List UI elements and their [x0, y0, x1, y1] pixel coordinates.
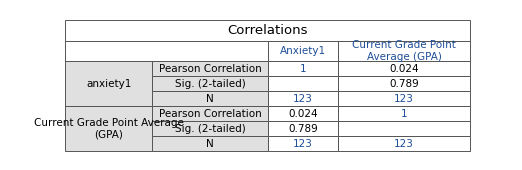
Bar: [338, 76, 470, 91]
Text: 0.024: 0.024: [288, 109, 318, 119]
Bar: [152, 91, 268, 106]
Text: Pearson Correlation: Pearson Correlation: [159, 64, 261, 73]
Text: 123: 123: [394, 139, 414, 149]
Bar: [152, 136, 268, 151]
Text: 123: 123: [293, 94, 313, 104]
Text: Sig. (2-tailed): Sig. (2-tailed): [174, 124, 245, 134]
Text: Current Grade Point Average
(GPA): Current Grade Point Average (GPA): [34, 118, 184, 140]
Bar: [338, 121, 470, 136]
Text: 123: 123: [293, 139, 313, 149]
Bar: [152, 76, 268, 91]
Bar: [65, 41, 267, 61]
Bar: [267, 121, 338, 136]
Text: 1: 1: [401, 109, 407, 119]
Bar: [338, 61, 470, 76]
Text: 0.789: 0.789: [288, 124, 318, 134]
Text: anxiety1: anxiety1: [86, 79, 132, 89]
Bar: [267, 106, 338, 121]
Bar: [152, 61, 268, 76]
Text: Anxiety1: Anxiety1: [280, 46, 326, 56]
Text: 123: 123: [394, 94, 414, 104]
Bar: [267, 76, 338, 91]
Text: 0.024: 0.024: [389, 64, 419, 73]
Bar: [267, 61, 338, 76]
Bar: [338, 136, 470, 151]
Text: 1: 1: [300, 64, 306, 73]
Text: Current Grade Point
Average (GPA): Current Grade Point Average (GPA): [352, 40, 456, 62]
Text: N: N: [206, 139, 213, 149]
Bar: [65, 106, 152, 151]
Text: N: N: [206, 94, 213, 104]
Bar: [338, 91, 470, 106]
Text: 0.789: 0.789: [389, 79, 419, 89]
Text: Sig. (2-tailed): Sig. (2-tailed): [174, 79, 245, 89]
Bar: [65, 20, 470, 41]
Bar: [338, 106, 470, 121]
Bar: [267, 136, 338, 151]
Bar: [65, 61, 152, 106]
Text: Correlations: Correlations: [227, 24, 308, 37]
Bar: [267, 91, 338, 106]
Bar: [152, 106, 268, 121]
Text: Pearson Correlation: Pearson Correlation: [159, 109, 261, 119]
Bar: [152, 121, 268, 136]
Bar: [267, 41, 338, 61]
Bar: [338, 41, 470, 61]
